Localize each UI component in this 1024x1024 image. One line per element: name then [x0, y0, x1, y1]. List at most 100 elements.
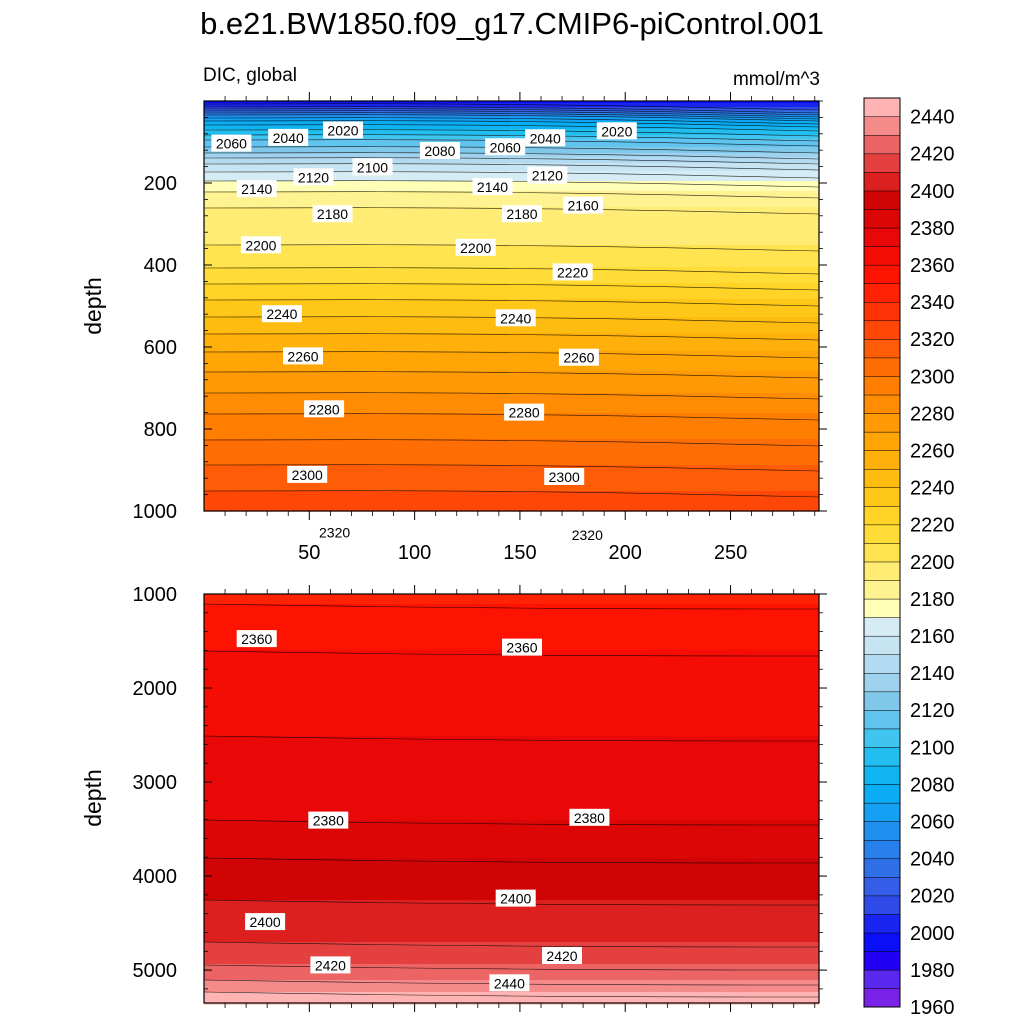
y-tick-label: 5000 — [133, 960, 178, 982]
contour-band-strip — [204, 499, 819, 502]
contour-label: 2160 — [563, 196, 604, 214]
contour-band-strip — [204, 612, 819, 615]
contour-band-strip — [204, 457, 819, 460]
contour-label-bg — [485, 138, 526, 156]
colorbar-label: 2000 — [910, 923, 955, 945]
contour-band-strip — [204, 247, 819, 250]
contour-band-strip — [204, 672, 819, 675]
colorbar-box — [863, 617, 901, 637]
contour-band-strip — [204, 467, 819, 470]
contour-label-bg — [419, 142, 460, 159]
contour-band-strip — [204, 365, 819, 368]
contour-label: 2060 — [485, 138, 526, 156]
contour-band-strip — [204, 792, 819, 795]
contour-band-strip — [204, 271, 819, 274]
contour-band-strip — [204, 594, 819, 597]
contour-label-bg — [310, 956, 351, 974]
colorbar-box — [863, 283, 901, 303]
contour-band-strip — [204, 493, 819, 496]
contour-band-strip — [204, 950, 819, 953]
contour-band-strip — [204, 449, 819, 452]
contour-line-2410 — [203, 941, 819, 948]
contour-band-strip — [204, 948, 819, 951]
contour-band-strip — [204, 696, 819, 699]
contour-line-2270 — [203, 371, 820, 379]
contour-band-strip — [204, 884, 819, 887]
contour-band-strip — [204, 768, 819, 771]
contour-band-strip — [204, 233, 819, 236]
contour-band-strip — [204, 223, 819, 226]
colorbar-frame — [863, 97, 901, 1008]
contour-band-strip — [204, 762, 819, 765]
contour-band-strip — [204, 756, 819, 759]
contour-label-text: 2260 — [287, 348, 318, 364]
contour-band-strip — [204, 461, 819, 464]
contour-label: 2420 — [542, 947, 582, 964]
contour-band-strip — [204, 680, 819, 683]
contour-band-strip — [204, 788, 819, 791]
contour-band-strip — [204, 159, 819, 162]
contour-label-text: 2020 — [327, 123, 358, 139]
contour-band-strip — [204, 375, 819, 378]
contour-band-strip — [204, 473, 819, 476]
contour-band-strip — [204, 437, 819, 440]
contour-band-strip — [204, 269, 819, 272]
contour-band-strip — [204, 758, 819, 761]
contour-label-bg — [504, 403, 545, 421]
colorbar-label: 2060 — [910, 812, 955, 834]
contour-band-strip — [204, 724, 819, 727]
contour-band-strip — [204, 291, 819, 294]
colorbar-box — [863, 672, 901, 693]
contour-line-2020 — [203, 108, 820, 116]
upper-x-ticks: 50 100 150 200 250 — [224, 92, 816, 564]
contour-label: 2180 — [502, 205, 542, 223]
contour-label: 2220 — [552, 263, 593, 281]
colorbar-box — [863, 747, 901, 767]
contour-band-strip — [204, 598, 819, 601]
x-tick-label: 150 — [503, 542, 536, 564]
contour-band-strip — [204, 455, 819, 458]
contour-band-strip — [204, 924, 819, 927]
contour-band-strip — [204, 784, 819, 787]
contour-line-2350 — [203, 603, 819, 610]
contour-label-bg — [495, 889, 536, 907]
contour-band-strip — [204, 453, 819, 456]
contour-band-strip — [204, 934, 819, 937]
contour-label-text: 2180 — [317, 206, 348, 222]
contour-band-strip — [204, 249, 819, 252]
contour-band-strip — [204, 836, 819, 839]
contour-label: 2140 — [472, 178, 513, 196]
contour-label-text: 2080 — [424, 143, 455, 159]
contour-label: 2260 — [283, 347, 323, 365]
contour-label-bg — [211, 134, 252, 152]
contour-label: 2400 — [245, 913, 286, 931]
contour-band-strip — [204, 926, 819, 929]
contour-line-2230 — [203, 299, 820, 307]
contour-band-strip — [204, 856, 819, 859]
contour-band-strip — [204, 367, 819, 370]
contour-label-bg — [287, 465, 328, 483]
contour-band-strip — [204, 720, 819, 723]
colorbar-box — [863, 190, 901, 210]
contour-label-bg — [293, 168, 334, 186]
colorbar-box — [863, 765, 901, 785]
contour-band-strip — [204, 944, 819, 947]
contour-band-strip — [204, 121, 819, 124]
contour-band-strip — [204, 936, 819, 939]
contour-label-bg — [567, 526, 608, 544]
contour-band-strip — [204, 674, 819, 677]
contour-label: 2360 — [502, 638, 542, 656]
contour-band-strip — [204, 239, 819, 242]
contour-label-bg — [261, 305, 302, 323]
contour-band-strip — [204, 497, 819, 500]
colorbar-box — [863, 839, 901, 860]
contour-band-strip — [204, 734, 819, 737]
contour-line-2200 — [203, 244, 820, 252]
contour-band-strip — [204, 477, 819, 480]
contour-label-text: 2200 — [245, 237, 276, 253]
upper-contour-lines — [203, 103, 820, 498]
colorbar-box — [863, 728, 901, 748]
y-tick-label: 600 — [144, 337, 177, 359]
colorbar-box — [863, 802, 901, 822]
contour-label: 2380 — [569, 808, 610, 826]
